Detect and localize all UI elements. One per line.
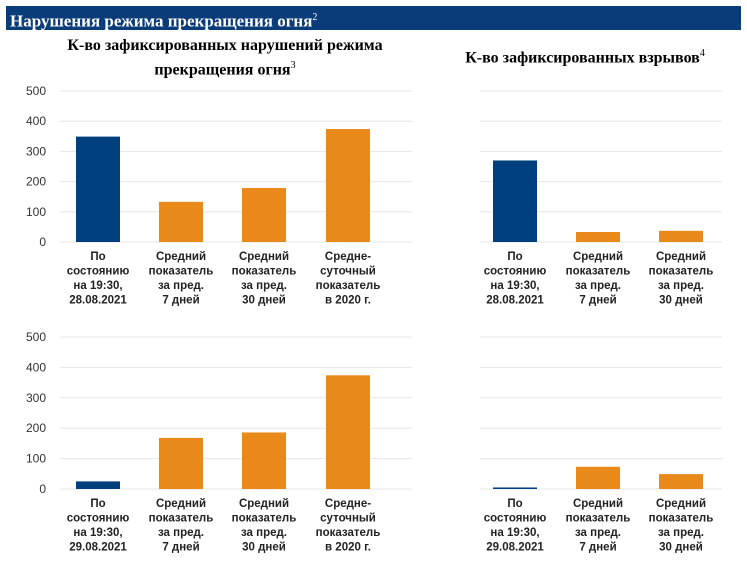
header-banner: Нарушения режима прекращения огня2: [6, 6, 741, 31]
category-label: за пред.: [158, 280, 204, 292]
category-label: Средний: [156, 251, 206, 263]
bar: [242, 432, 286, 489]
bar: [242, 187, 286, 242]
category-label: на 19:30,: [490, 527, 539, 539]
header-title: Нарушения режима прекращения огня: [10, 11, 313, 31]
y-tick-label: 100: [26, 452, 46, 466]
category-label: Средне-: [325, 251, 371, 263]
category-label: за пред.: [658, 280, 704, 292]
category-label: показатель: [566, 266, 631, 278]
category-label: на 19:30,: [73, 280, 122, 292]
y-tick-label: 0: [39, 482, 46, 496]
category-label: за пред.: [158, 527, 204, 539]
y-tick-label: 200: [26, 175, 46, 189]
category-label: 7 дней: [579, 542, 616, 554]
category-label: показатель: [232, 513, 297, 525]
category-label: на 19:30,: [73, 527, 122, 539]
bar: [326, 129, 370, 242]
category-label: По: [90, 498, 105, 510]
explosions-title-text: К-во зафиксированных взрывов: [465, 49, 700, 67]
category-label: По: [90, 251, 105, 263]
bar: [159, 201, 203, 242]
category-label: за пред.: [658, 527, 704, 539]
category-label: за пред.: [241, 280, 287, 292]
y-tick-label: 200: [26, 421, 46, 435]
category-label: за пред.: [241, 527, 287, 539]
category-label: показатель: [566, 513, 631, 525]
category-label: состоянию: [67, 266, 130, 278]
category-label: показатель: [649, 513, 714, 525]
bar: [493, 487, 537, 489]
bar: [76, 481, 120, 489]
category-label: Средний: [573, 498, 623, 510]
y-tick-label: 100: [26, 205, 46, 219]
category-label: 7 дней: [579, 295, 616, 307]
explosions-chart-title: К-во зафиксированных взрывов4: [430, 44, 740, 68]
explosions-footnote: 4: [699, 48, 705, 59]
category-label: Средний: [656, 498, 706, 510]
category-label: в 2020 г.: [325, 542, 371, 554]
bar: [493, 160, 537, 242]
chart-panel-3: 0 100 200 300 400 500 По состоянию на 19:30, 29.0…: [26, 330, 412, 554]
category-label: в 2020 г.: [325, 295, 371, 307]
y-tick-label: 400: [26, 360, 46, 374]
bar: [76, 136, 120, 242]
category-label: состоянию: [67, 513, 130, 525]
category-label: состоянию: [484, 513, 547, 525]
bar: [159, 437, 203, 489]
category-label: 30 дней: [242, 295, 286, 307]
y-tick-label: 0: [39, 235, 46, 249]
y-tick-label: 300: [26, 144, 46, 158]
violations-title-text: К-во зафиксированных нарушений режима пр…: [67, 37, 383, 79]
category-label: показатель: [232, 266, 297, 278]
category-label: 30 дней: [659, 542, 703, 554]
category-label: 30 дней: [659, 295, 703, 307]
header-footnote: 2: [312, 12, 318, 23]
category-label: показатель: [149, 513, 214, 525]
category-label: на 19:30,: [490, 280, 539, 292]
category-label: за пред.: [575, 280, 621, 292]
category-label: Средний: [156, 498, 206, 510]
category-label: Средне-: [325, 498, 371, 510]
category-label: 29.08.2021: [486, 542, 544, 554]
category-label: показатель: [316, 527, 381, 539]
category-label: 7 дней: [162, 542, 199, 554]
category-label: суточный: [320, 266, 376, 278]
category-label: Средний: [239, 251, 289, 263]
category-label: показатель: [316, 280, 381, 292]
category-label: Средний: [656, 251, 706, 263]
category-label: 29.08.2021: [69, 542, 127, 554]
bar: [659, 230, 703, 242]
bar: [576, 232, 620, 242]
category-label: 7 дней: [162, 295, 199, 307]
y-tick-label: 300: [26, 391, 46, 405]
category-label: суточный: [320, 513, 376, 525]
chart-panel-4: По состоянию на 19:30, 29.08.2021 Средний пок…: [480, 336, 722, 554]
category-label: По: [507, 251, 522, 263]
violations-footnote: 3: [290, 60, 296, 71]
category-label: Средний: [239, 498, 289, 510]
category-label: состоянию: [484, 266, 547, 278]
bar: [659, 474, 703, 489]
y-tick-label: 500: [26, 84, 46, 98]
bar: [326, 375, 370, 489]
category-label: 28.08.2021: [69, 295, 127, 307]
bar: [576, 466, 620, 489]
category-label: По: [507, 498, 522, 510]
category-label: показатель: [149, 266, 214, 278]
y-tick-label: 500: [26, 330, 46, 344]
category-label: за пред.: [575, 527, 621, 539]
category-label: 30 дней: [242, 542, 286, 554]
chart-panel-2: По состоянию на 19:30, 28.08.2021 Средний пок…: [480, 90, 722, 307]
violations-chart-title: К-во зафиксированных нарушений режима пр…: [30, 36, 420, 80]
category-label: показатель: [649, 266, 714, 278]
chart-panel-1: 0 100 200 300 400 500 По состоянию на 19:30, 28.0…: [26, 84, 412, 307]
category-label: 28.08.2021: [486, 295, 544, 307]
category-label: Средний: [573, 251, 623, 263]
y-tick-label: 400: [26, 114, 46, 128]
